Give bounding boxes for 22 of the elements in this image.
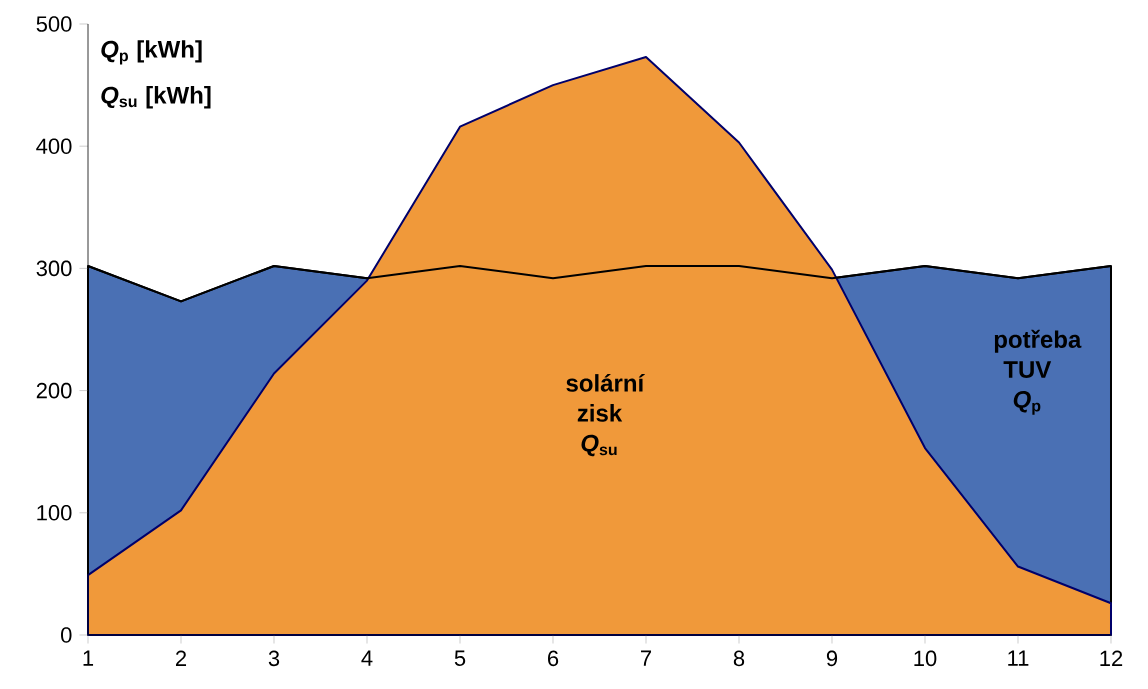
y-tick-label: 500 (36, 16, 72, 32)
x-tick-label: 1 (83, 650, 94, 666)
x-tick-label: 3 (268, 650, 280, 667)
x-tick-label: 10 (914, 650, 937, 667)
annotation: Q$_{p}$ [kWh] (101, 40, 202, 65)
y-tick-label: 200 (36, 382, 72, 399)
x-tick-label: 8 (733, 650, 745, 667)
x-tick-label: 2 (175, 650, 187, 666)
x-tick-label: 9 (826, 650, 838, 667)
y-tick-label: 400 (36, 138, 72, 154)
x-tick-label: 6 (548, 650, 559, 667)
x-tick-label: 12 (1100, 650, 1123, 666)
series-label: solární zisk Q$_{su}$ (566, 373, 645, 457)
x-tick-label: 4 (361, 650, 373, 666)
x-tick-label: 11 (1008, 650, 1029, 666)
x-tick-label: 5 (454, 650, 466, 666)
annotation: Q$_{su}$ [kWh] (101, 86, 211, 109)
y-tick-label: 300 (36, 260, 72, 277)
y-tick-label: 100 (37, 505, 72, 521)
series-label: potřeba TUV Q$_{p}$ (994, 329, 1082, 415)
y-tick-label: 0 (61, 627, 72, 643)
x-tick-label: 7 (641, 650, 652, 666)
